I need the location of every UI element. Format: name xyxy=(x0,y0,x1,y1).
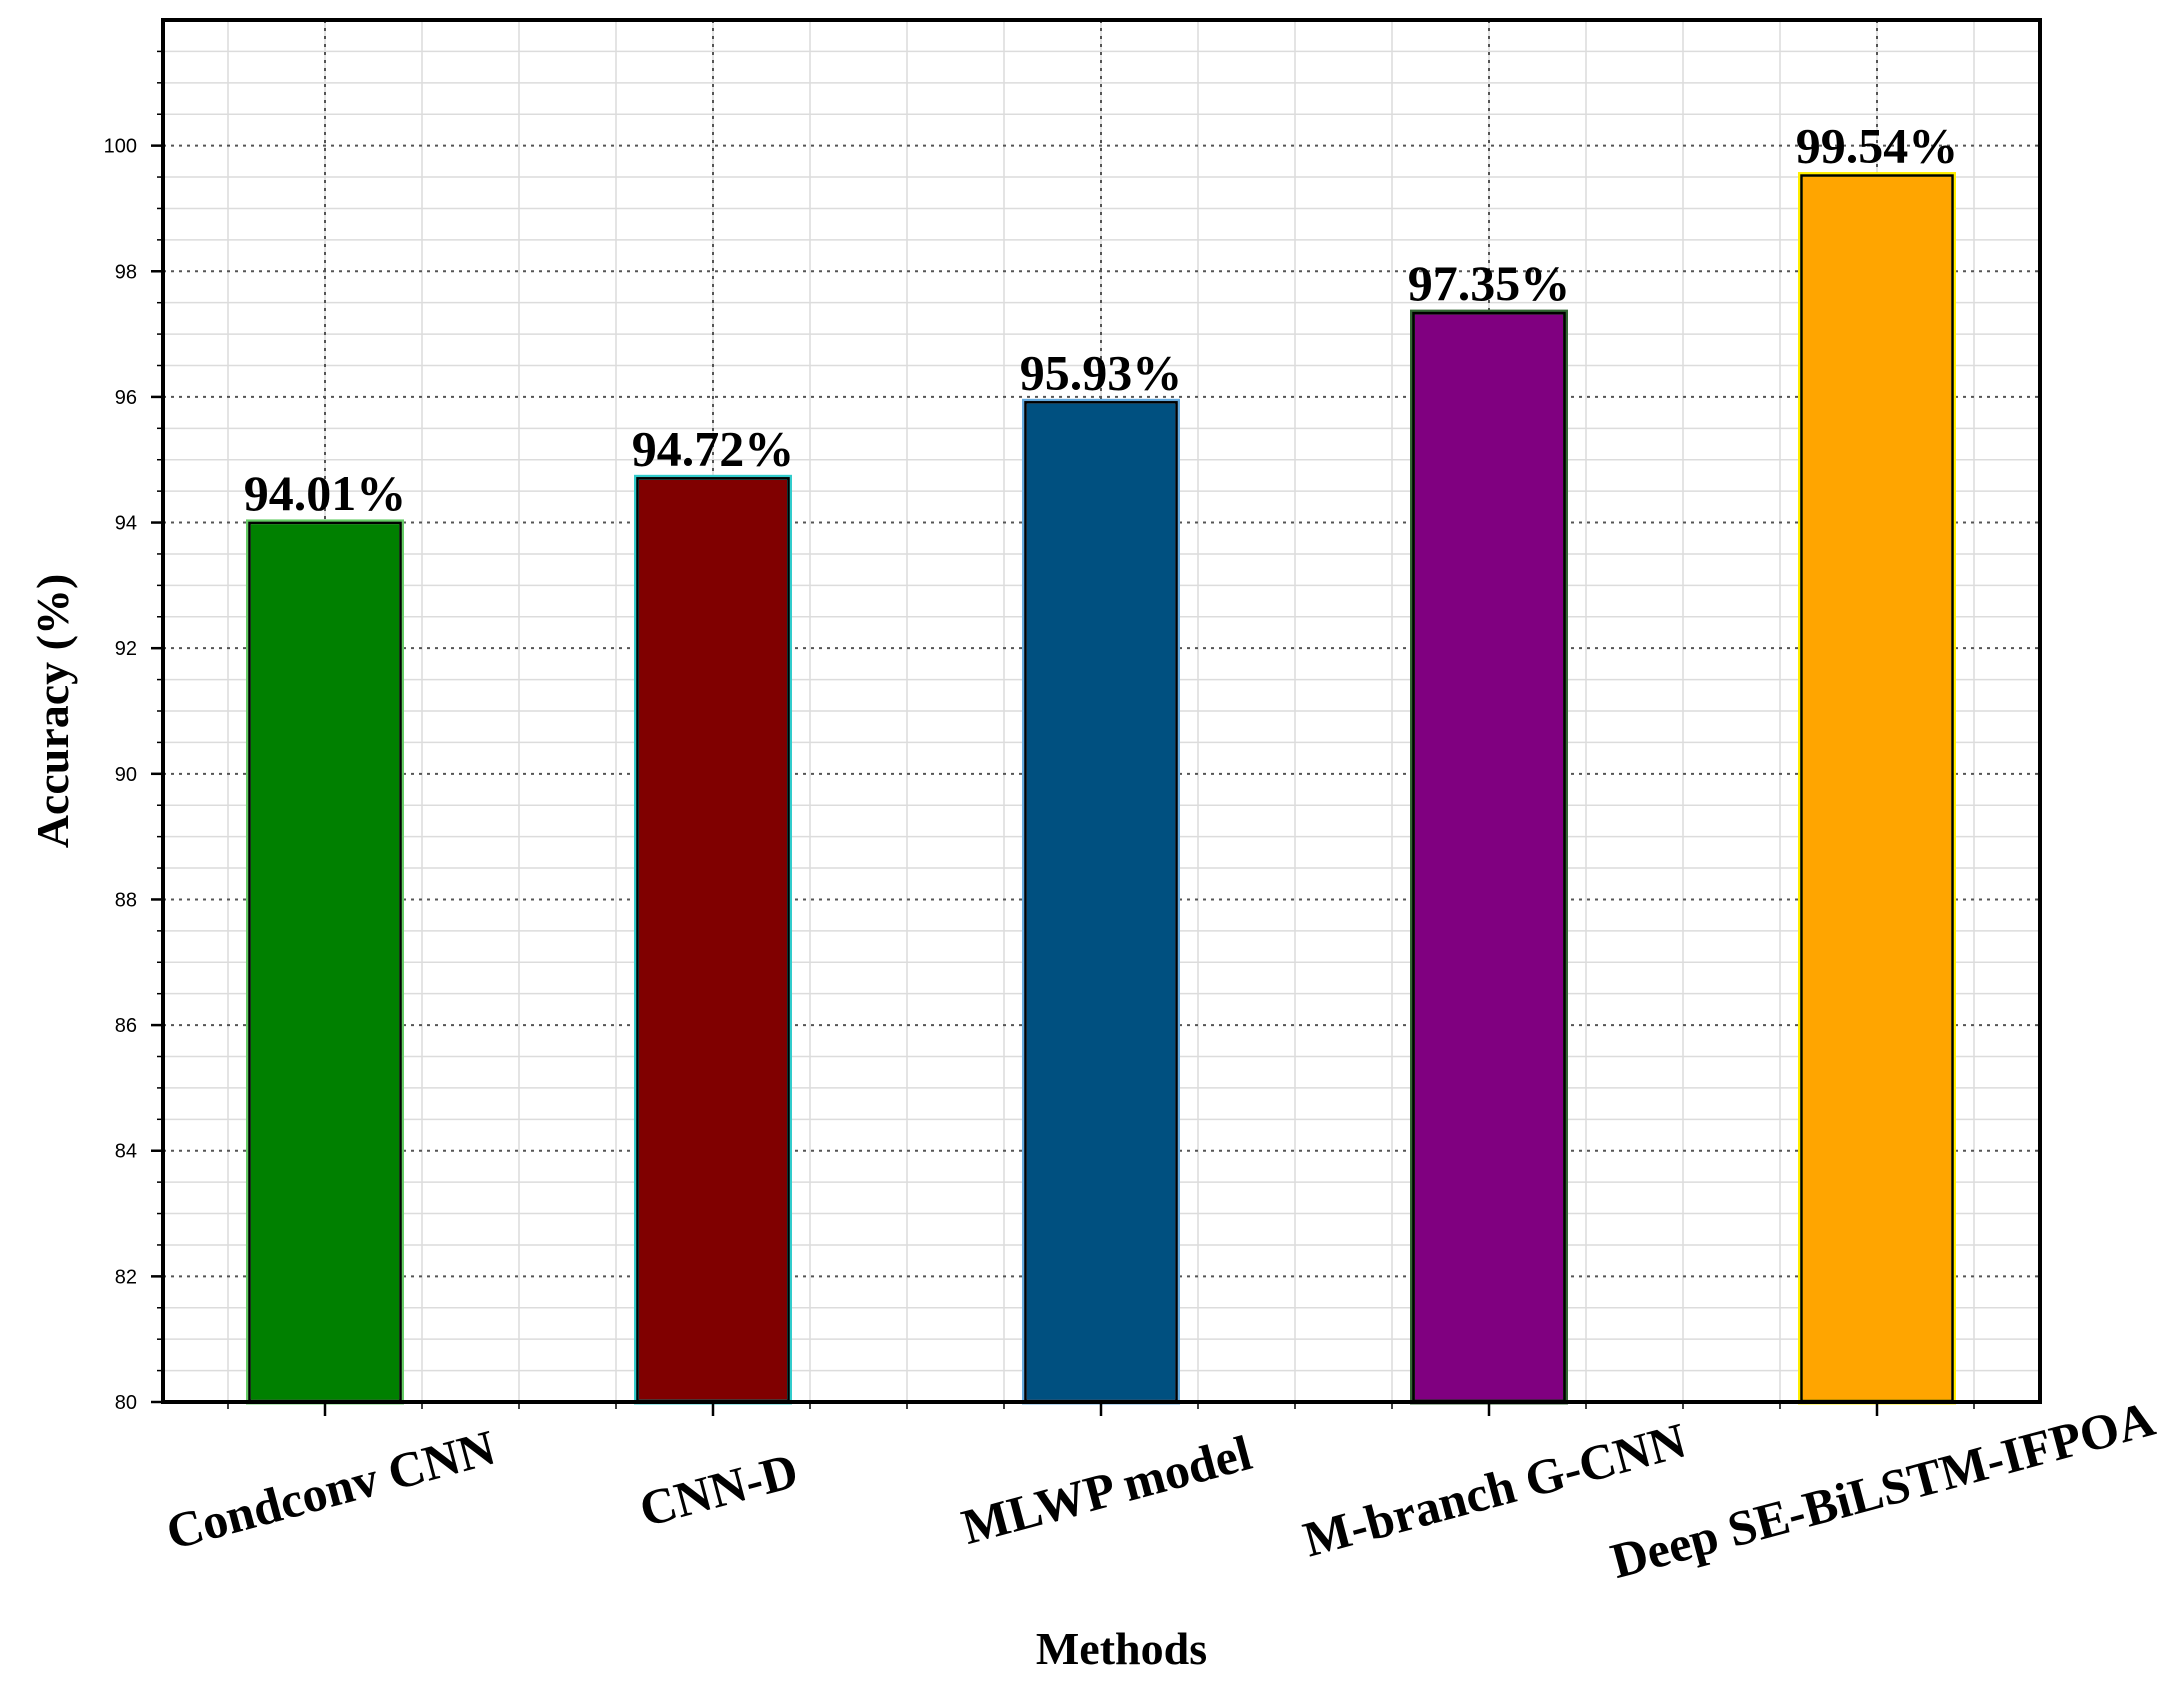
x-axis-title: Methods xyxy=(1036,1623,1207,1674)
y-tick-label: 80 xyxy=(115,1392,137,1414)
y-tick-label: 100 xyxy=(104,136,137,158)
bar-fill xyxy=(634,474,792,1405)
y-tick-label: 86 xyxy=(115,1015,137,1037)
y-tick-label: 94 xyxy=(115,513,137,535)
y-tick-label: 98 xyxy=(115,261,137,283)
y-axis-title: Accuracy (%) xyxy=(27,574,78,849)
bar-2 xyxy=(634,474,792,1405)
y-tick-label: 82 xyxy=(115,1266,137,1288)
bar-series xyxy=(246,172,1956,1405)
bar-value-label: 97.35% xyxy=(1408,255,1571,311)
bar-value-label: 94.01% xyxy=(244,465,407,521)
y-tick-label: 84 xyxy=(115,1141,137,1163)
bar-fill xyxy=(1798,172,1956,1405)
bar-value-label: 95.93% xyxy=(1020,344,1183,400)
bar-3 xyxy=(1022,398,1180,1405)
bar-fill xyxy=(1022,398,1180,1405)
bar-1 xyxy=(246,519,404,1405)
y-tick-label: 88 xyxy=(115,889,137,911)
y-tick-label: 90 xyxy=(115,764,137,786)
y-axis-tick-labels: 80 82 84 86 88 90 92 94 96 98 100 xyxy=(104,136,137,1414)
bar-4 xyxy=(1410,309,1568,1405)
bar-5 xyxy=(1798,172,1956,1405)
bar-value-label: 99.54% xyxy=(1796,118,1959,174)
y-tick-label: 96 xyxy=(115,387,137,409)
bar-fill xyxy=(246,519,404,1405)
bar-value-label: 94.72% xyxy=(632,420,795,476)
bar-fill xyxy=(1410,309,1568,1405)
axis-ticks xyxy=(151,50,1975,1416)
y-tick-label: 92 xyxy=(115,638,137,660)
bar-value-labels: 94.01% 94.72% 95.93% 97.35% 99.54% xyxy=(244,118,1959,521)
